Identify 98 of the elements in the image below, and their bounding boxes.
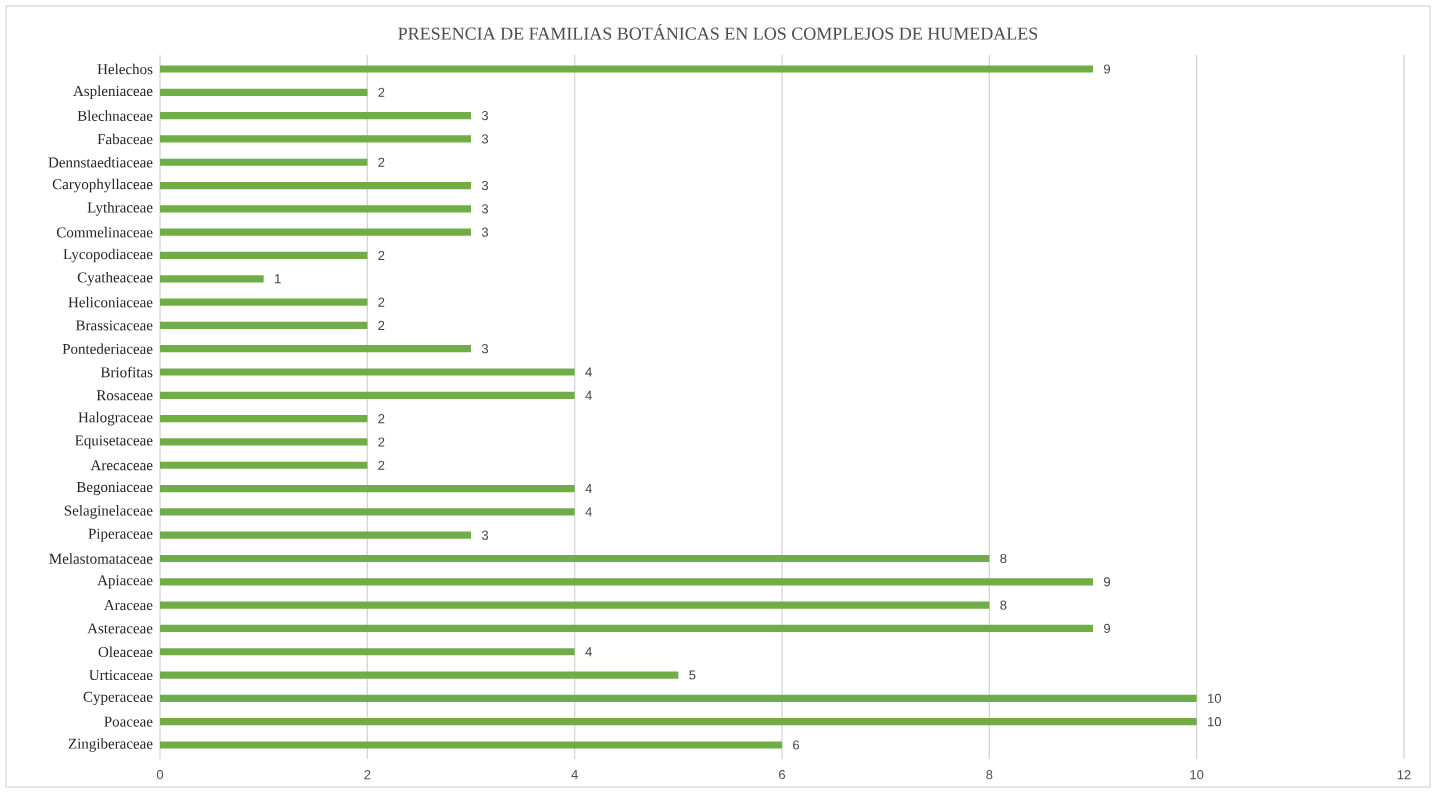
bar (160, 741, 782, 749)
bar (160, 112, 472, 120)
data-label: 2 (378, 320, 385, 330)
bar (160, 601, 990, 609)
x-tick-label: 0 (156, 770, 164, 780)
x-tick-label: 12 (1397, 770, 1411, 780)
bar (160, 415, 368, 423)
x-tick-label: 8 (986, 770, 993, 780)
bar (160, 298, 368, 306)
bar (160, 391, 575, 399)
data-label: 8 (1000, 600, 1007, 610)
bar (160, 671, 679, 679)
y-tick-label: Selaginelaceae (64, 505, 153, 519)
y-tick-label: Brassicaceae (75, 320, 153, 331)
data-label: 4 (585, 507, 592, 517)
bar (160, 484, 575, 493)
data-label: 4 (585, 367, 592, 377)
data-label: 4 (585, 390, 592, 400)
bar (160, 228, 472, 236)
bar (160, 694, 1197, 702)
data-label: 2 (378, 437, 385, 447)
y-tick-label: Asteraceae (87, 623, 153, 634)
y-tick-label: Lycopodiaceae (63, 248, 153, 263)
y-tick-label: Caryophyllaceae (52, 178, 153, 193)
y-tick-label: Araceae (103, 600, 153, 611)
y-tick-label: Cyatheaceae (77, 271, 153, 286)
bar (160, 321, 368, 329)
bar (160, 578, 1093, 586)
data-label: 3 (481, 530, 489, 540)
y-tick-label: Aspleniaceae (73, 85, 153, 100)
bar (160, 624, 1093, 633)
bar (160, 158, 368, 166)
y-tick-label: Pontederiaceae (62, 343, 153, 354)
y-tick-label: Begoniaceae (76, 482, 153, 496)
y-tick-label: Fabaceae (97, 133, 153, 145)
data-label: 9 (1103, 64, 1111, 74)
y-tick-label: Equisetaceae (75, 435, 153, 449)
y-tick-label: Dennstaedtiaceae (48, 156, 153, 168)
bar (160, 251, 368, 260)
bar (160, 368, 575, 376)
bar (160, 554, 990, 563)
bar (160, 531, 472, 539)
bar (160, 648, 575, 656)
data-label: 3 (481, 227, 489, 237)
bar (160, 438, 368, 446)
data-label: 4 (585, 484, 592, 494)
data-label: 9 (1103, 623, 1111, 634)
bar (160, 718, 1197, 726)
y-tick-label: Commelinaceae (56, 226, 153, 238)
y-tick-label: Briofitas (100, 366, 153, 378)
y-tick-label: Apiaceae (97, 575, 153, 589)
data-label: 3 (481, 344, 489, 354)
bar (160, 508, 575, 516)
data-label: 3 (481, 180, 489, 191)
data-label: 2 (378, 297, 385, 307)
data-label: 4 (585, 647, 592, 657)
data-label: 9 (1103, 577, 1111, 587)
data-label: 2 (378, 414, 385, 424)
data-label: 3 (481, 204, 489, 214)
y-tick-label: Rosaceae (96, 390, 153, 401)
data-label: 2 (378, 250, 385, 261)
bar (160, 275, 264, 283)
x-tick-label: 2 (364, 770, 371, 780)
data-label: 10 (1208, 693, 1221, 703)
y-tick-label: Urticaceae (89, 670, 153, 681)
bar (160, 135, 472, 143)
data-label: 10 (1208, 717, 1221, 727)
bar (160, 205, 472, 213)
data-label: 5 (689, 670, 696, 680)
y-tick-label: Halograceae (78, 411, 153, 426)
data-label: 2 (378, 87, 385, 97)
y-tick-label: Heliconiaceae (68, 296, 153, 308)
bar (160, 88, 368, 96)
x-tick-label: 6 (779, 770, 786, 780)
x-tick-label: 4 (571, 770, 578, 779)
y-tick-label: Arecaceae (90, 460, 153, 471)
bar (160, 181, 472, 190)
data-label: 3 (481, 134, 489, 144)
data-label: 2 (378, 460, 385, 470)
y-tick-label: Piperaceae (88, 528, 153, 542)
data-label: 8 (1000, 553, 1007, 564)
y-tick-label: Lythraceae (87, 202, 153, 216)
y-tick-label: Poaceae (104, 716, 153, 727)
y-tick-label: Helechos (97, 63, 153, 75)
y-tick-label: Oleaceae (98, 646, 153, 658)
chart-title: PRESENCIA DE FAMILIAS BOTÁNICAS EN LOS COMPLEJOS DE HUMEDALES (398, 24, 1038, 40)
data-label: 6 (793, 740, 800, 750)
y-tick-label: Cyperaceae (83, 691, 153, 705)
data-label: 2 (378, 157, 385, 167)
y-tick-label: Melastomataceae (49, 553, 153, 564)
bar (160, 461, 368, 469)
y-tick-label: Blechnaceae (77, 110, 153, 121)
bar (160, 345, 472, 353)
data-label: 1 (275, 274, 281, 284)
x-tick-label: 10 (1190, 770, 1204, 780)
y-tick-label: Zingiberaceae (68, 738, 153, 752)
bar (160, 65, 1093, 73)
data-label: 3 (481, 111, 489, 121)
